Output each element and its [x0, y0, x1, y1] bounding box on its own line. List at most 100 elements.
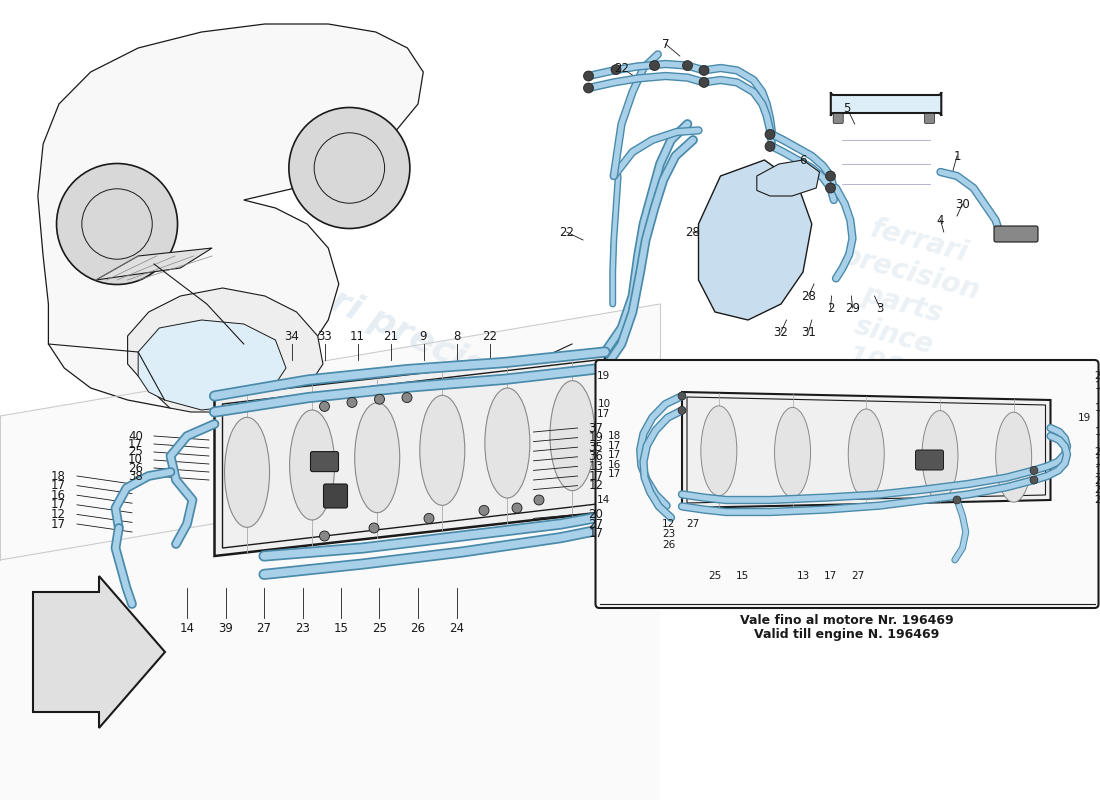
- Text: 11: 11: [350, 330, 365, 342]
- Circle shape: [424, 514, 434, 523]
- Text: 28: 28: [801, 290, 816, 302]
- Text: 24: 24: [1094, 486, 1100, 495]
- Ellipse shape: [550, 381, 595, 490]
- Text: 23: 23: [662, 530, 675, 539]
- Circle shape: [583, 83, 594, 93]
- Circle shape: [374, 394, 385, 404]
- Text: 25: 25: [1094, 476, 1100, 486]
- Text: 26: 26: [128, 462, 143, 474]
- Text: 17: 17: [128, 438, 143, 450]
- Text: 6: 6: [800, 154, 806, 166]
- Text: 25: 25: [372, 622, 387, 634]
- Text: 20: 20: [588, 508, 604, 521]
- Text: 37: 37: [588, 422, 604, 434]
- Text: 17: 17: [824, 571, 837, 581]
- Text: 17: 17: [608, 441, 622, 450]
- Text: 34: 34: [284, 330, 299, 342]
- Text: 2: 2: [827, 302, 834, 314]
- Text: 26: 26: [410, 622, 426, 634]
- Text: 35: 35: [588, 441, 603, 454]
- Ellipse shape: [774, 407, 811, 498]
- Text: 10: 10: [597, 399, 611, 409]
- FancyBboxPatch shape: [830, 92, 942, 116]
- Circle shape: [953, 496, 961, 504]
- Text: 8: 8: [453, 330, 460, 342]
- Circle shape: [825, 183, 836, 193]
- Polygon shape: [0, 304, 660, 800]
- Circle shape: [534, 495, 544, 505]
- Text: 17: 17: [608, 470, 622, 479]
- Circle shape: [319, 402, 330, 411]
- FancyBboxPatch shape: [833, 114, 844, 123]
- FancyBboxPatch shape: [310, 451, 339, 471]
- Text: 18: 18: [51, 470, 66, 482]
- Text: 38: 38: [129, 470, 143, 482]
- Circle shape: [368, 523, 379, 533]
- Polygon shape: [682, 392, 1050, 508]
- Circle shape: [649, 61, 660, 70]
- Circle shape: [610, 65, 621, 74]
- Circle shape: [764, 142, 776, 151]
- Text: 32: 32: [773, 326, 789, 338]
- FancyBboxPatch shape: [595, 360, 1099, 608]
- Circle shape: [56, 163, 177, 285]
- Polygon shape: [757, 160, 820, 196]
- Text: 12: 12: [1094, 466, 1100, 476]
- FancyBboxPatch shape: [915, 450, 944, 470]
- Circle shape: [682, 61, 693, 70]
- Text: ferrari
precision
parts
since
1985: ferrari precision parts since 1985: [813, 210, 991, 398]
- Text: 33: 33: [317, 330, 332, 342]
- Polygon shape: [214, 352, 605, 556]
- Circle shape: [1030, 466, 1038, 474]
- Text: 17: 17: [51, 518, 66, 530]
- Text: 21: 21: [1094, 371, 1100, 381]
- Circle shape: [825, 171, 836, 181]
- Text: 22: 22: [559, 226, 574, 238]
- Text: 29: 29: [845, 302, 860, 314]
- Circle shape: [346, 398, 358, 407]
- Ellipse shape: [485, 388, 530, 498]
- Text: 9: 9: [420, 330, 427, 342]
- Ellipse shape: [922, 410, 958, 501]
- Text: 12: 12: [588, 479, 604, 492]
- Text: 3: 3: [877, 302, 883, 314]
- Text: 13: 13: [796, 571, 810, 581]
- Text: Vale fino al motore Nr. 196469: Vale fino al motore Nr. 196469: [740, 614, 954, 626]
- Ellipse shape: [701, 406, 737, 496]
- Circle shape: [583, 71, 594, 81]
- Text: 21: 21: [383, 330, 398, 342]
- Text: 4: 4: [937, 214, 944, 226]
- Ellipse shape: [420, 395, 465, 506]
- Ellipse shape: [289, 410, 334, 520]
- Polygon shape: [128, 288, 323, 412]
- Text: 23: 23: [295, 622, 310, 634]
- Text: 18: 18: [608, 431, 622, 441]
- Ellipse shape: [996, 412, 1032, 502]
- Text: 27: 27: [686, 519, 700, 529]
- Text: 14: 14: [597, 495, 611, 505]
- Text: 28: 28: [685, 226, 701, 238]
- Text: 15: 15: [736, 571, 749, 581]
- Text: 17: 17: [1094, 403, 1100, 413]
- Circle shape: [319, 531, 330, 541]
- Text: 27: 27: [256, 622, 272, 634]
- Text: 13: 13: [588, 460, 604, 473]
- Polygon shape: [96, 248, 212, 280]
- Text: 31: 31: [801, 326, 816, 338]
- Text: 40: 40: [128, 430, 143, 442]
- Text: 17: 17: [51, 498, 66, 511]
- Text: 11: 11: [1094, 382, 1100, 391]
- Text: 36: 36: [588, 450, 604, 463]
- FancyBboxPatch shape: [924, 114, 935, 123]
- Circle shape: [698, 78, 710, 87]
- Text: 10: 10: [128, 454, 143, 466]
- Text: 25: 25: [128, 446, 143, 458]
- Text: 14: 14: [179, 622, 195, 634]
- Text: 5: 5: [844, 102, 850, 114]
- Text: 15: 15: [333, 622, 349, 634]
- Text: ferrari precision parts since 1985: ferrari precision parts since 1985: [234, 241, 866, 559]
- Text: 26: 26: [662, 540, 675, 550]
- Text: 17: 17: [588, 527, 604, 540]
- Text: 16: 16: [1094, 427, 1100, 437]
- Text: 27: 27: [588, 518, 604, 530]
